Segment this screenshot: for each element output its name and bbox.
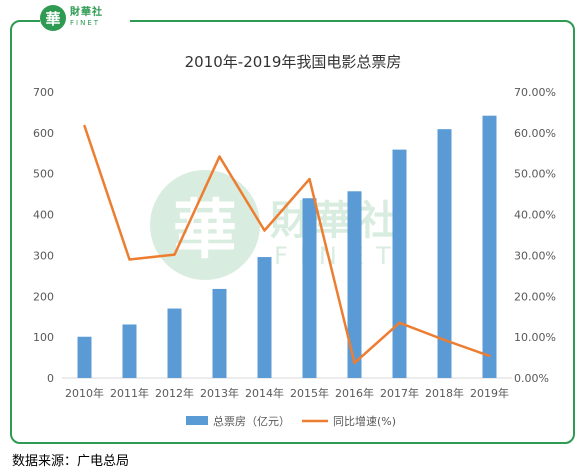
y-right-tick-label: 50.00% (514, 168, 556, 181)
growth-point (353, 361, 356, 365)
watermark-english: FINET (274, 242, 403, 270)
growth-point (398, 321, 401, 325)
bar (212, 288, 227, 378)
bar (167, 308, 182, 378)
y-left-tick-label: 200 (33, 290, 54, 303)
x-tick-label: 2017年 (380, 386, 419, 400)
bar (482, 115, 497, 378)
x-tick-label: 2010年 (65, 386, 104, 400)
y-right-tick-label: 40.00% (514, 209, 556, 222)
growth-point (128, 258, 131, 261)
logo-mark: 華 (40, 5, 66, 31)
legend-line-label: 同比增速(%) (333, 414, 396, 428)
x-tick-label: 2014年 (245, 386, 284, 400)
logo-text: 財華社 FINET (70, 8, 103, 28)
y-right-tick-label: 0.00% (514, 372, 549, 385)
y-left-tick-label: 0 (47, 372, 54, 385)
bar (392, 149, 407, 378)
x-tick-label: 2019年 (470, 386, 509, 400)
chart-frame (10, 20, 575, 444)
x-tick-label: 2016年 (335, 386, 374, 400)
chart-title: 2010年-2019年我国电影总票房 (185, 53, 402, 71)
y-right-tick-label: 30.00% (514, 249, 556, 262)
legend-bar-swatch (186, 416, 208, 425)
y-right-tick-label: 10.00% (514, 331, 556, 344)
y-left-tick-label: 600 (33, 127, 54, 140)
growth-point (83, 124, 86, 128)
y-right-tick-label: 70.00% (514, 86, 556, 99)
bar (257, 257, 272, 378)
y-left-tick-label: 300 (33, 249, 54, 262)
logo-chinese: 財華社 (70, 7, 103, 18)
growth-point (173, 253, 176, 256)
bar (437, 129, 452, 378)
y-left-tick-label: 400 (33, 209, 54, 222)
y-left-tick-label: 700 (33, 86, 54, 99)
growth-point (263, 229, 266, 232)
x-tick-label: 2012年 (155, 386, 194, 400)
growth-point (308, 177, 311, 181)
brand-logo: 華 財華社 FINET (40, 4, 130, 32)
growth-point (218, 155, 221, 158)
y-left-tick-label: 100 (33, 331, 54, 344)
bar (122, 324, 137, 378)
growth-point (488, 354, 491, 358)
y-right-tick-label: 20.00% (514, 290, 556, 303)
bar (347, 191, 362, 378)
growth-point (443, 338, 446, 342)
y-right-tick-label: 60.00% (514, 127, 556, 140)
x-tick-label: 2018年 (425, 386, 464, 400)
bar (77, 336, 92, 378)
y-left-tick-label: 500 (33, 168, 54, 181)
x-tick-label: 2015年 (290, 386, 329, 400)
x-tick-label: 2013年 (200, 386, 239, 400)
watermark-chinese: 財華社 (270, 198, 402, 244)
legend-bar-label: 总票房（亿元） (213, 414, 290, 428)
bar (302, 198, 317, 378)
growth-line (83, 125, 490, 365)
logo-english: FINET (70, 19, 101, 27)
x-tick-label: 2011年 (110, 386, 149, 400)
data-source: 数据来源：广电总局 (12, 454, 130, 469)
